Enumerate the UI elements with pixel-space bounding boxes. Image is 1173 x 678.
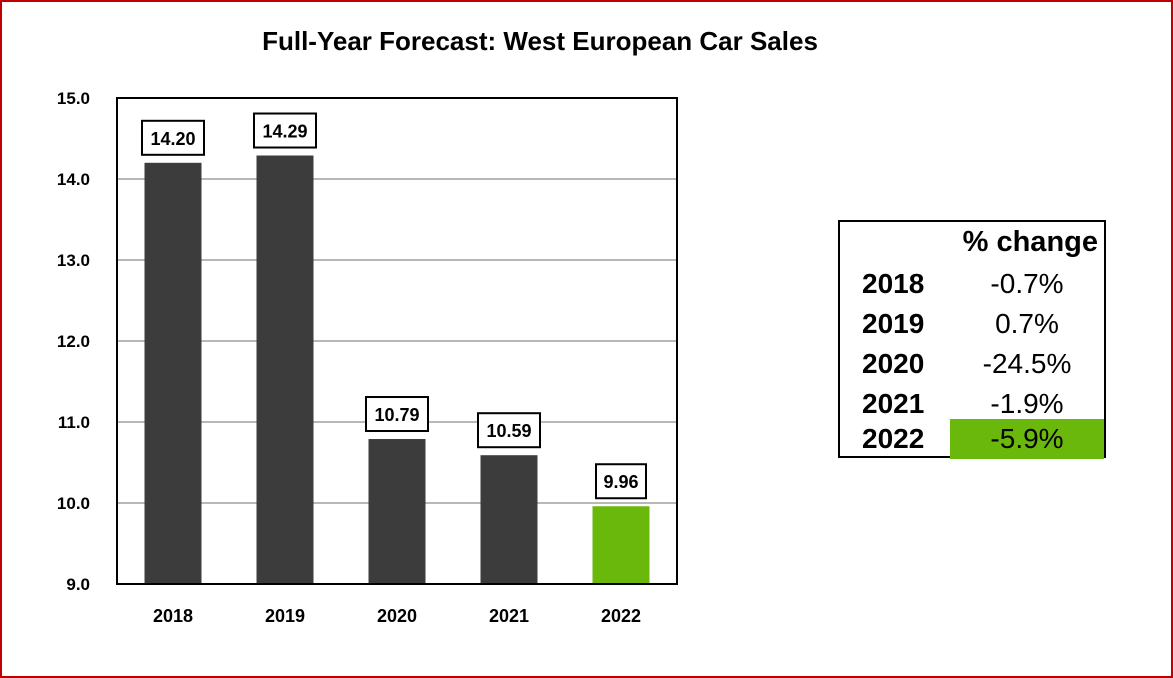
data-label-box <box>141 119 205 156</box>
table-row: 2021 -1.9% <box>840 384 1104 424</box>
table-row-year: 2018 <box>862 268 925 299</box>
y-tick-label: 14.0 <box>57 170 90 189</box>
bar-2018 <box>144 162 202 585</box>
data-label: 9.96 <box>603 472 638 492</box>
x-tick-label: 2021 <box>489 606 529 626</box>
percent-change-header: % change <box>962 226 1098 258</box>
x-tick-label: 2018 <box>153 606 193 626</box>
data-label-box <box>595 463 647 500</box>
y-tick-label: 12.0 <box>57 332 90 351</box>
y-tick-label: 9.0 <box>66 575 90 594</box>
data-label-box <box>365 396 429 433</box>
table-row-change: -1.9% <box>990 388 1064 419</box>
table-row-change: -0.7% <box>990 268 1064 299</box>
data-label-box <box>253 112 317 149</box>
table-row-year: 2019 <box>862 308 925 339</box>
table-row-year: 2021 <box>862 388 925 419</box>
data-label: 14.20 <box>150 129 195 149</box>
plot-area <box>116 97 678 585</box>
table-row-year: 2022 <box>862 423 925 454</box>
chart-title: Full-Year Forecast: West European Car Sa… <box>262 26 818 56</box>
bar-2022 <box>592 506 650 584</box>
x-tick-label: 2020 <box>377 606 417 626</box>
bar-2019 <box>256 155 314 584</box>
y-tick-label: 13.0 <box>57 251 90 270</box>
x-tick-label: 2022 <box>601 606 641 626</box>
bar-2020 <box>368 439 426 584</box>
table-row-year: 2020 <box>862 348 925 379</box>
table-row-change-highlighted: -5.9% <box>950 419 1104 459</box>
table-row: 2020 -24.5% <box>840 344 1104 384</box>
y-tick-label: 15.0 <box>57 89 90 108</box>
data-label: 10.79 <box>374 405 419 425</box>
data-label: 10.59 <box>486 421 531 441</box>
data-label: 14.29 <box>262 122 307 142</box>
table-row: 2022 -5.9% <box>840 419 1104 459</box>
x-tick-label: 2019 <box>265 606 305 626</box>
table-row-change: -24.5% <box>982 348 1072 379</box>
data-label-box <box>477 412 541 449</box>
table-row: 2018 -0.7% <box>840 264 1104 304</box>
y-tick-label: 11.0 <box>58 413 90 432</box>
table-row-change: 0.7% <box>995 308 1059 339</box>
table-row: 2019 0.7% <box>840 304 1104 344</box>
y-tick-label: 10.0 <box>57 494 90 513</box>
percent-change-table: % change 2018 -0.7% 2019 0.7% 2020 -24.5… <box>838 220 1106 459</box>
bar-2021 <box>480 455 538 584</box>
